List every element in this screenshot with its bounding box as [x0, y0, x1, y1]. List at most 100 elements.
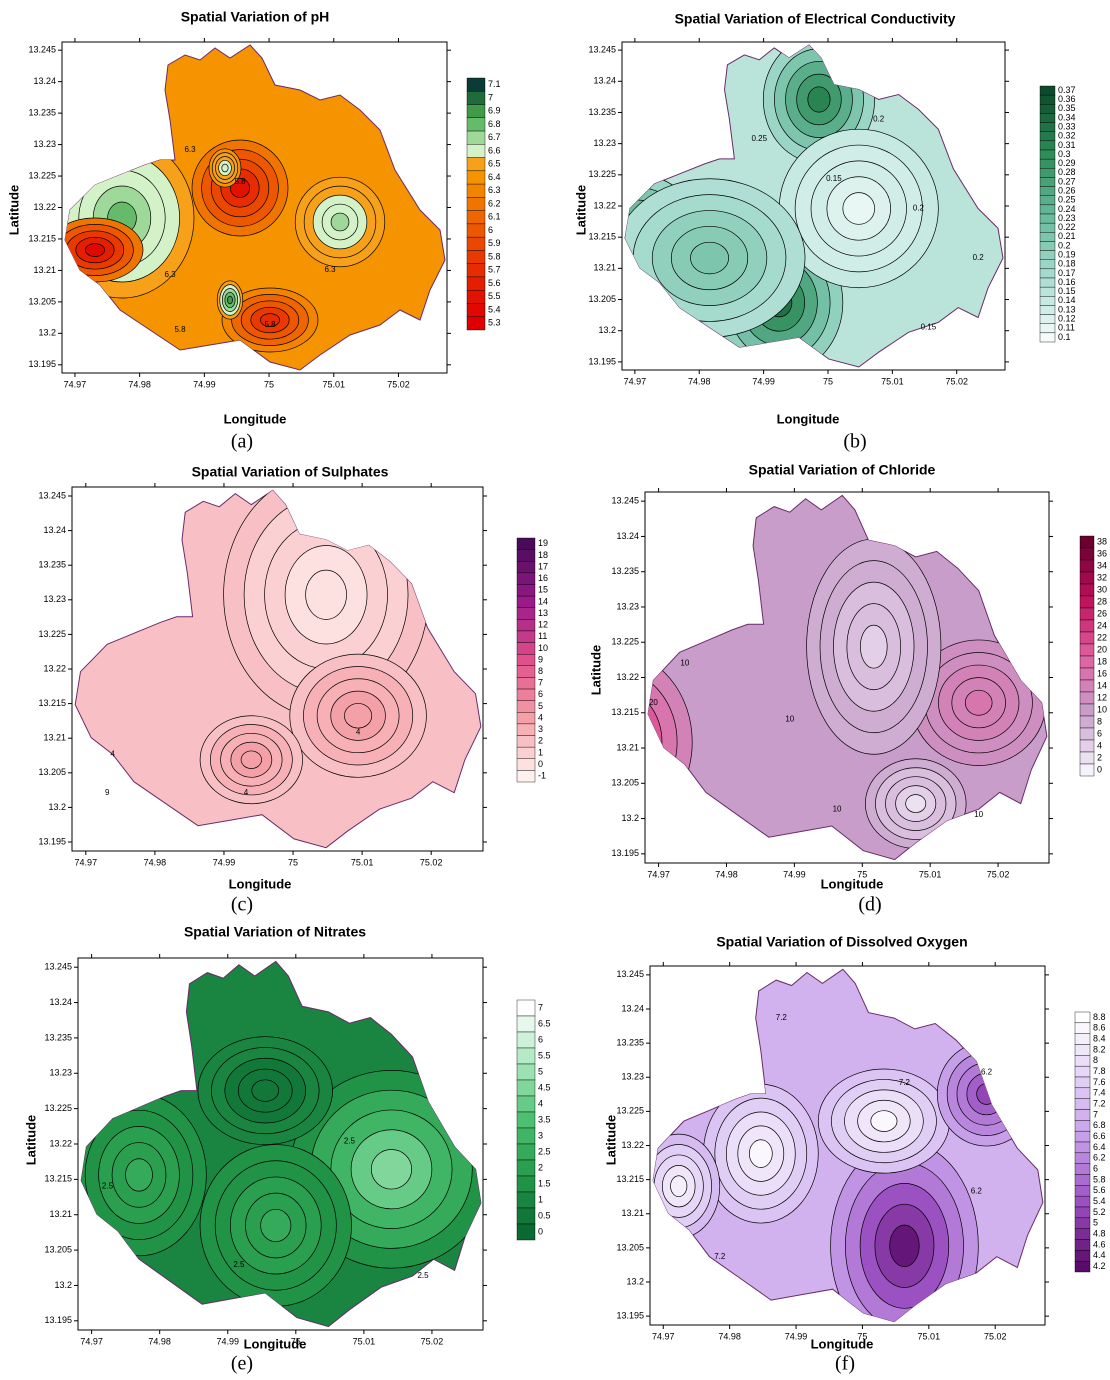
colorbar-swatch: [516, 630, 536, 643]
contour-label: 20: [649, 698, 658, 707]
y-tick-label: 13.2: [598, 325, 616, 335]
colorbar-swatch: [1079, 607, 1095, 621]
y-tick-label: 13.21: [593, 263, 616, 273]
colorbar-label: 1: [538, 747, 543, 757]
y-tick-label: 13.22: [43, 663, 66, 673]
colorbar-swatch: [1079, 691, 1095, 705]
contour-band: [690, 241, 729, 275]
contour-label: 5.8: [264, 320, 276, 329]
colorbar-swatch: [516, 758, 536, 771]
colorbar-label: 0.36: [1058, 94, 1076, 104]
colorbar-label: 0.5: [538, 1210, 551, 1220]
colorbar-label: 8.2: [1093, 1044, 1106, 1054]
colorbar-label: 14: [1097, 680, 1107, 690]
y-tick-label: 13.24: [49, 997, 72, 1007]
panel: Spatial Variation of Nitrates Longitude La…: [23, 924, 550, 1375]
colorbar-label: 38: [1097, 536, 1107, 546]
colorbar-label: 0.12: [1058, 314, 1076, 324]
colorbar-label: 6.3: [488, 185, 501, 195]
y-tick-label: 13.225: [38, 629, 66, 639]
y-tick-label: 13.23: [33, 139, 56, 149]
colorbar-label: 34: [1097, 560, 1107, 570]
colorbar-swatch: [1079, 679, 1095, 693]
colorbar-label: 8.4: [1093, 1033, 1106, 1043]
colorbar-swatch: [466, 263, 486, 278]
chart-title: Spatial Variation of Sulphates: [192, 464, 389, 480]
colorbar-swatch: [1074, 1011, 1091, 1024]
x-tick-label: 74.99: [785, 1331, 808, 1341]
colorbar-label: 15: [538, 585, 548, 595]
x-tick-label: 75.01: [353, 1336, 376, 1346]
y-tick-label: 13.22: [33, 202, 56, 212]
colorbar-swatch: [1039, 149, 1056, 160]
colorbar-label: 20: [1097, 644, 1107, 654]
colorbar-label: 6.8: [1093, 1120, 1106, 1130]
contour-band: [221, 163, 229, 173]
y-tick-label: 13.225: [588, 169, 616, 179]
x-tick-label: 75.01: [322, 379, 345, 389]
y-axis-label: Latitude: [603, 1115, 618, 1166]
y-tick-label: 13.195: [616, 1311, 644, 1321]
colorbar-swatch: [466, 303, 486, 317]
colorbar-label: 12: [538, 620, 548, 630]
colorbar-swatch: [1074, 1217, 1091, 1229]
colorbar-label: 6: [538, 1034, 543, 1044]
colorbar-label: 10: [538, 643, 548, 653]
colorbar-label: 0.16: [1058, 277, 1076, 287]
y-tick-label: 13.2: [54, 1280, 72, 1290]
y-tick-label: 13.245: [616, 969, 644, 979]
y-tick-label: 13.235: [28, 107, 56, 117]
y-tick-label: 13.205: [616, 1242, 644, 1252]
panel: Spatial Variation of Electrical Conducti…: [573, 11, 1075, 453]
colorbar-label: 7: [538, 678, 543, 688]
colorbar-swatch: [516, 700, 536, 713]
colorbar-label: 6.5: [538, 1018, 551, 1028]
y-tick-label: 13.24: [621, 1003, 644, 1013]
y-tick-label: 13.195: [28, 359, 56, 369]
colorbar-label: 4.4: [1093, 1250, 1106, 1260]
colorbar-swatch: [466, 290, 486, 304]
x-tick-label: 74.98: [148, 1336, 171, 1346]
colorbar-swatch: [1039, 222, 1056, 233]
x-axis-label: Longitude: [229, 876, 292, 891]
colorbar-label: 4.8: [1093, 1228, 1106, 1238]
y-tick-label: 13.215: [611, 707, 639, 717]
colorbar-label: 18: [538, 550, 548, 560]
colorbar-swatch: [466, 316, 486, 331]
colorbar-label: 6.5: [488, 159, 501, 169]
colorbar-swatch: [1039, 104, 1056, 114]
colorbar-label: 0.31: [1058, 140, 1076, 150]
y-tick-label: 13.21: [49, 1209, 72, 1219]
colorbar-label: 0.21: [1058, 231, 1076, 241]
x-tick-label: 74.98: [715, 869, 738, 879]
x-tick-label: 74.97: [80, 1336, 103, 1346]
contour-label: 7.2: [714, 1252, 726, 1261]
colorbar-swatch: [516, 1063, 536, 1081]
colorbar-swatch: [1074, 1163, 1091, 1175]
colorbar-label: 5.4: [1093, 1196, 1106, 1206]
colorbar-label: 7: [538, 1002, 543, 1012]
colorbar-label: 14: [538, 596, 548, 606]
y-tick-label: 13.2: [621, 813, 639, 823]
contour-label: 4: [356, 727, 361, 736]
colorbar-label: 1: [538, 1194, 543, 1204]
contour-band: [260, 1208, 292, 1243]
colorbar-label: 2: [538, 736, 543, 746]
colorbar-swatch: [1039, 213, 1056, 224]
colorbar-swatch: [516, 1031, 536, 1049]
x-axis-label: Longitude: [811, 1336, 874, 1351]
caption: (d): [858, 894, 881, 916]
colorbar-swatch: [1074, 1033, 1091, 1045]
x-tick-label: 75: [857, 869, 867, 879]
colorbar-swatch: [1074, 1055, 1091, 1067]
colorbar-swatch: [516, 642, 536, 655]
colorbar-swatch: [1074, 1152, 1091, 1164]
colorbar-swatch: [1074, 1206, 1091, 1219]
x-tick-label: 74.99: [216, 1336, 239, 1346]
colorbar-label: 8.6: [1093, 1023, 1106, 1033]
colorbar-swatch: [516, 712, 536, 725]
colorbar-label: 3.5: [538, 1114, 551, 1124]
colorbar-swatch: [516, 595, 536, 608]
colorbar-label: 7.4: [1093, 1088, 1106, 1098]
